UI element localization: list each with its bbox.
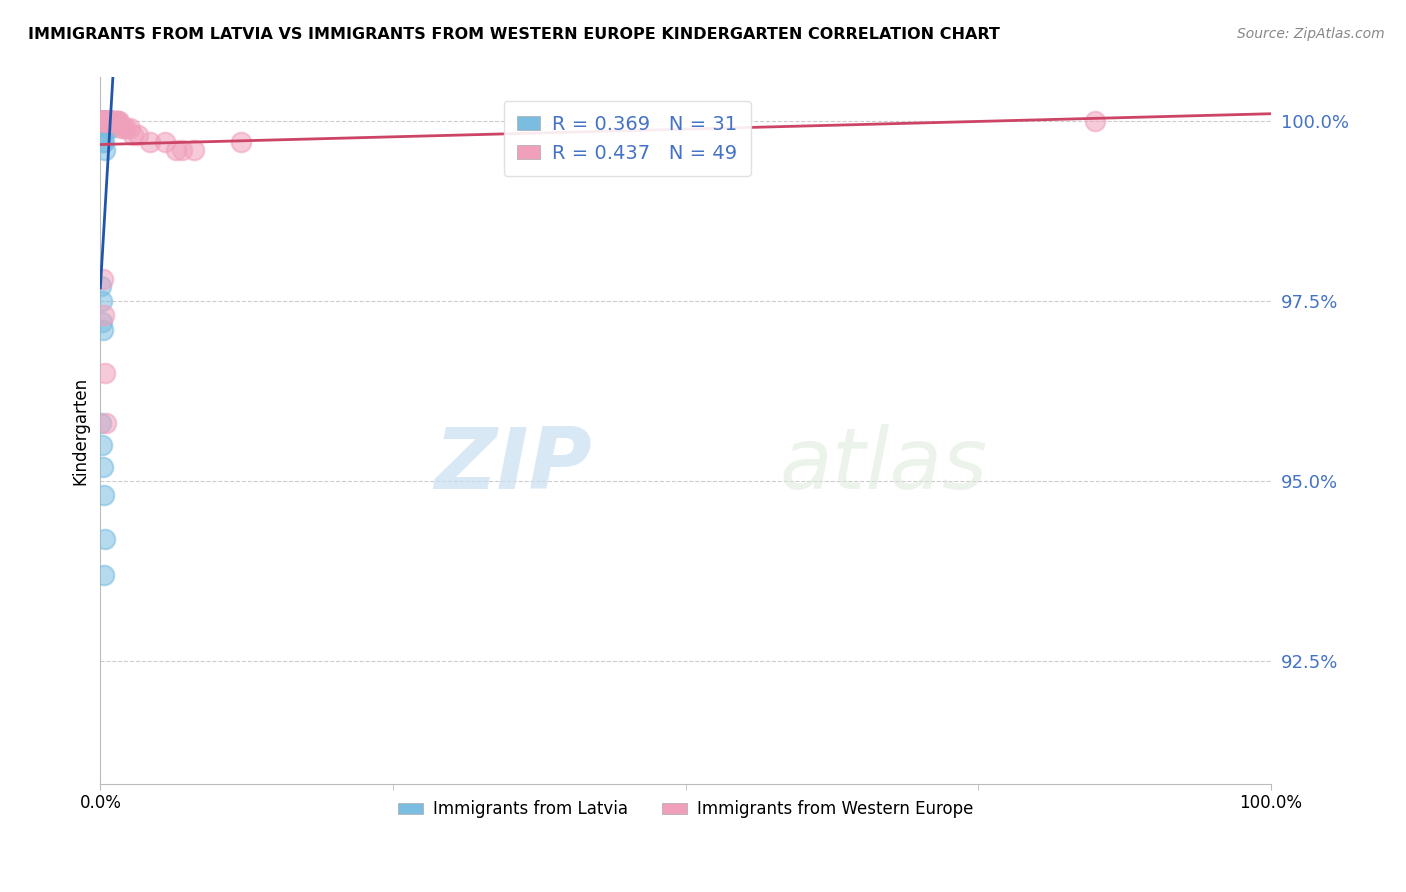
Point	[94, 113, 117, 128]
Point	[112, 120, 135, 135]
Point	[93, 113, 115, 128]
Text: atlas: atlas	[779, 425, 987, 508]
Legend: Immigrants from Latvia, Immigrants from Western Europe: Immigrants from Latvia, Immigrants from …	[392, 794, 980, 825]
Point	[93, 567, 115, 582]
Point	[90, 113, 112, 128]
Point	[91, 113, 114, 128]
Point	[94, 113, 117, 128]
Point	[96, 113, 118, 128]
Point	[91, 113, 114, 128]
Point	[91, 113, 114, 128]
Point	[96, 113, 118, 128]
Point	[98, 113, 121, 128]
Point	[97, 113, 120, 128]
Point	[172, 143, 194, 157]
Point	[91, 113, 114, 128]
Point	[94, 532, 117, 546]
Point	[98, 113, 121, 128]
Point	[90, 113, 112, 128]
Point	[107, 113, 129, 128]
Point	[101, 113, 124, 128]
Point	[94, 113, 117, 128]
Point	[100, 113, 122, 128]
Point	[93, 113, 115, 128]
Point	[91, 323, 114, 337]
Point	[93, 113, 115, 128]
Point	[93, 308, 115, 322]
Point	[90, 113, 112, 128]
Y-axis label: Kindergarten: Kindergarten	[72, 376, 89, 484]
Point	[138, 136, 160, 150]
Point	[96, 120, 118, 135]
Point	[94, 113, 117, 128]
Point	[229, 136, 252, 150]
Point	[103, 113, 125, 128]
Point	[153, 136, 176, 150]
Point	[90, 438, 112, 452]
Point	[97, 113, 120, 128]
Point	[97, 113, 120, 128]
Point	[94, 113, 117, 128]
Point	[93, 136, 115, 150]
Point	[91, 113, 114, 128]
Text: IMMIGRANTS FROM LATVIA VS IMMIGRANTS FROM WESTERN EUROPE KINDERGARTEN CORRELATIO: IMMIGRANTS FROM LATVIA VS IMMIGRANTS FRO…	[28, 27, 1000, 42]
Point	[91, 316, 114, 330]
Point	[96, 113, 118, 128]
Point	[93, 488, 115, 502]
Text: Source: ZipAtlas.com: Source: ZipAtlas.com	[1237, 27, 1385, 41]
Point	[104, 113, 127, 128]
Point	[127, 128, 149, 142]
Text: ZIP: ZIP	[434, 425, 592, 508]
Point	[90, 293, 112, 308]
Point	[101, 113, 124, 128]
Point	[91, 113, 114, 128]
Point	[91, 459, 114, 474]
Point	[96, 113, 118, 128]
Point	[100, 120, 122, 135]
Point	[101, 113, 124, 128]
Point	[90, 279, 112, 293]
Point	[90, 128, 112, 142]
Point	[98, 113, 121, 128]
Point	[93, 113, 115, 128]
Point	[90, 417, 112, 431]
Point	[90, 113, 112, 128]
Point	[91, 136, 114, 150]
Point	[110, 120, 132, 135]
Point	[100, 113, 122, 128]
Point	[90, 113, 112, 128]
Point	[96, 113, 118, 128]
Point	[94, 366, 117, 380]
Point	[165, 143, 187, 157]
Point	[103, 113, 125, 128]
Point	[94, 143, 117, 157]
Point	[96, 113, 118, 128]
Point	[96, 113, 118, 128]
Point	[1084, 113, 1107, 128]
Point	[91, 113, 114, 128]
Point	[118, 120, 141, 135]
Point	[96, 417, 118, 431]
Point	[115, 120, 138, 135]
Point	[93, 113, 115, 128]
Point	[122, 128, 145, 142]
Point	[108, 113, 131, 128]
Point	[105, 113, 128, 128]
Point	[91, 272, 114, 286]
Point	[183, 143, 205, 157]
Point	[97, 120, 120, 135]
